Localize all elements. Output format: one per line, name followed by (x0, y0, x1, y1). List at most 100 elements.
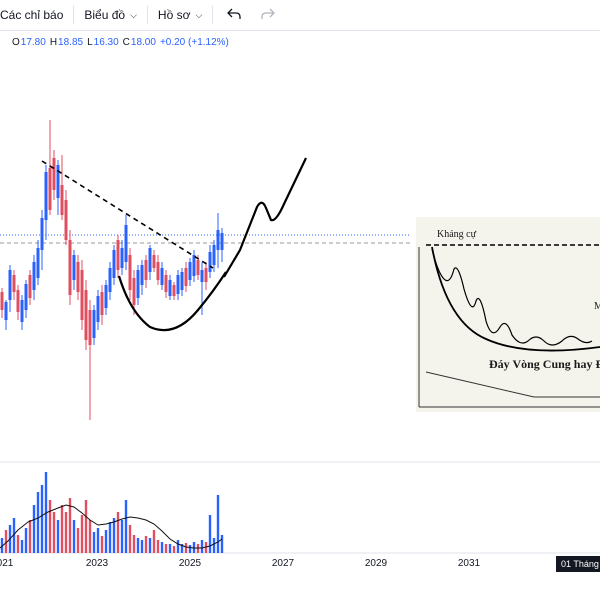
candle-body (60, 185, 64, 215)
volume-bar (220, 535, 224, 553)
candle-body (160, 268, 164, 285)
candle-body (192, 255, 196, 276)
volume-bar (44, 472, 48, 553)
candle-body (92, 310, 96, 338)
candle-body (0, 292, 4, 310)
candle-body (136, 270, 140, 298)
high-value: 18.85 (58, 37, 84, 48)
volume-bar (80, 515, 84, 553)
candle-body (220, 233, 224, 250)
candle-body (96, 296, 100, 322)
ohlc-legend: O 17.80 H 18.85 L 16.30 C 18.00 +0.20 (+1.12… (12, 37, 229, 48)
volume-bar (128, 525, 132, 553)
volume-bar (24, 528, 28, 553)
top-toolbar: Các chỉ báo Biểu đồ ⌵ Hồ sơ ⌵ (0, 0, 600, 31)
volume-bar (148, 538, 152, 553)
open-key: O (12, 37, 20, 48)
change-value: +0.20 (+1.12%) (159, 37, 229, 48)
candle-body (4, 302, 8, 320)
profile-dropdown[interactable]: Hồ sơ ⌵ (152, 0, 208, 30)
arc-bottom-curve (117, 271, 227, 332)
volume-bar (184, 543, 188, 553)
candle-body (124, 225, 128, 262)
volume-layer (0, 472, 224, 553)
volume-bar (112, 518, 116, 553)
crosshair-time-text: 01 Tháng (561, 559, 599, 569)
candle-body (212, 245, 216, 265)
indicators-label: Các chỉ báo (0, 8, 64, 22)
indicators-button[interactable]: Các chỉ báo (0, 0, 69, 30)
volume-bar (100, 536, 104, 553)
candle-body (140, 265, 144, 285)
candle-body (204, 268, 208, 282)
candle-body (188, 262, 192, 280)
candle-body (44, 172, 48, 220)
volume-ma-line (0, 504, 223, 549)
candle-body (40, 218, 44, 250)
close-key: C (122, 37, 130, 48)
chart-type-label: Biểu đồ (84, 8, 126, 22)
candle-body (156, 262, 160, 280)
volume-bar (132, 535, 136, 553)
volume-bar (92, 532, 96, 553)
candle-body (164, 275, 168, 292)
candle-body (8, 270, 12, 300)
candle-body (12, 275, 16, 292)
time-axis-label: 2023 (85, 558, 109, 569)
volume-bar (124, 500, 128, 553)
rounding-bottom-curve (431, 246, 600, 352)
downtrend-line (41, 160, 214, 269)
volume-bar (108, 522, 112, 553)
candle-body (132, 278, 136, 305)
candle-body (52, 158, 56, 190)
candle-body (80, 270, 84, 320)
toolbar-divider (212, 6, 214, 24)
volume-bar (172, 546, 176, 553)
volume-bar (180, 544, 184, 553)
volume-bar (40, 485, 44, 553)
price-wave (431, 248, 593, 346)
time-axis-label: 021 (0, 558, 14, 569)
volume-bar (72, 520, 76, 553)
toolbar-divider (73, 6, 75, 24)
pattern-illustration: Kháng cự Đáy Vòng Cung hay Đá M (416, 217, 600, 412)
volume-bar (136, 538, 140, 553)
volume-bar (104, 530, 108, 553)
candle-body (36, 248, 40, 278)
candle-body (32, 262, 36, 290)
volume-bar (76, 528, 80, 553)
candle-body (108, 268, 112, 292)
low-value: 16.30 (93, 37, 119, 48)
time-axis-label: 2025 (178, 558, 202, 569)
pattern-drawing (418, 244, 600, 408)
volume-bar (152, 530, 156, 553)
candle-body (208, 252, 212, 272)
candle-body (152, 255, 156, 268)
candle-body (200, 270, 204, 282)
redo-icon[interactable] (251, 7, 285, 24)
volume-bar (96, 528, 100, 553)
edge-letter: M (594, 301, 600, 312)
crosshair-time-label: 01 Tháng (556, 556, 600, 572)
candle-body (104, 285, 108, 308)
candle-body (148, 248, 152, 272)
volume-trend-line (425, 371, 535, 398)
volume-bar (116, 512, 120, 553)
candle-body (176, 275, 180, 294)
volume-bar (48, 500, 52, 553)
volume-bar (0, 538, 4, 553)
volume-bar (176, 540, 180, 553)
candle-body (180, 272, 184, 290)
volume-bar (188, 545, 192, 553)
chart-type-dropdown[interactable]: Biểu đồ ⌵ (78, 0, 143, 30)
undo-icon[interactable] (217, 7, 251, 24)
candle-body (48, 168, 52, 210)
volume-bar (212, 538, 216, 553)
volume-bar (84, 500, 88, 553)
volume-bar (64, 512, 68, 553)
pattern-label: Đáy Vòng Cung hay Đá (489, 357, 600, 371)
candle-body (112, 250, 116, 278)
candle-body (128, 255, 132, 290)
volume-bar (52, 512, 56, 553)
